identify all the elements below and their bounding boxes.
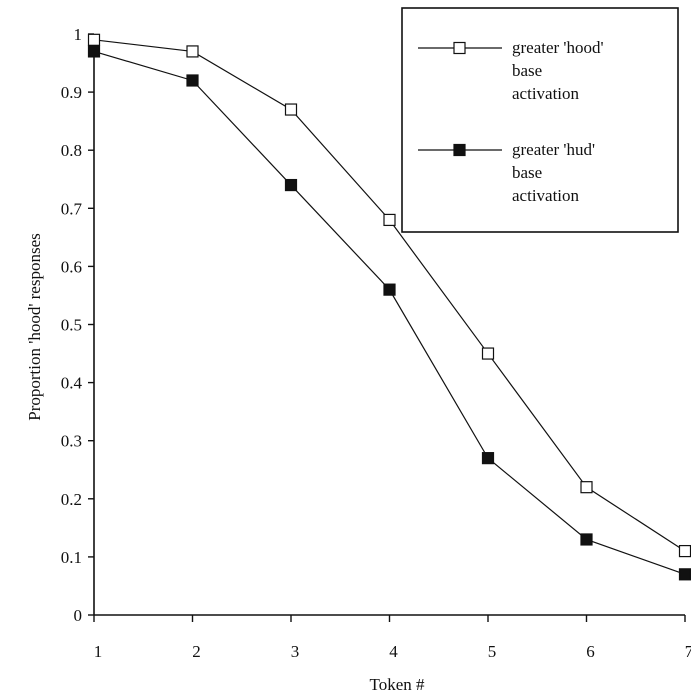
legend-label: base bbox=[512, 61, 542, 80]
legend-marker bbox=[453, 143, 466, 157]
data-point bbox=[580, 481, 593, 494]
x-axis-title: Token # bbox=[370, 675, 425, 693]
legend-label: activation bbox=[512, 84, 580, 103]
legend-label: greater 'hood' bbox=[512, 38, 604, 57]
data-point bbox=[87, 33, 101, 46]
y-tick-label: 0.9 bbox=[61, 83, 82, 102]
y-tick-label: 0.1 bbox=[61, 548, 82, 567]
x-tick-label: 1 bbox=[94, 642, 103, 661]
data-point bbox=[678, 544, 691, 558]
x-tick-label: 4 bbox=[389, 642, 398, 661]
chart-series bbox=[87, 33, 691, 581]
series-2 bbox=[87, 45, 691, 581]
y-tick-label: 1 bbox=[74, 25, 83, 44]
legend-label: greater 'hud' bbox=[512, 140, 595, 159]
data-point bbox=[186, 74, 199, 87]
legend-label: base bbox=[512, 163, 542, 182]
x-tick-label: 7 bbox=[685, 642, 691, 661]
y-tick-label: 0.4 bbox=[61, 374, 83, 393]
data-point bbox=[383, 213, 396, 227]
data-point bbox=[481, 347, 495, 360]
x-tick-label: 6 bbox=[586, 642, 595, 661]
chart-legend: greater 'hood' base activation greater 'hud… bbox=[401, 7, 679, 233]
y-tick-label: 0.6 bbox=[61, 257, 82, 276]
data-point bbox=[186, 45, 199, 58]
y-tick-label: 0 bbox=[74, 606, 83, 625]
x-tick-label: 2 bbox=[192, 642, 201, 661]
series-1 bbox=[87, 33, 691, 558]
y-tick-label: 0.7 bbox=[61, 199, 83, 218]
x-tick-label: 3 bbox=[291, 642, 300, 661]
chart-ticks: 0 0.1 0.2 0.3 0.4 0.5 0.6 0.7 0.8 0.9 1 1 2 3 4 5 6 7 bbox=[61, 25, 691, 661]
y-axis-title: Proportion 'hood' responses bbox=[25, 233, 44, 420]
data-point bbox=[284, 103, 298, 116]
data-point bbox=[383, 283, 396, 296]
data-point bbox=[284, 178, 298, 192]
data-point bbox=[580, 533, 593, 546]
data-point bbox=[87, 45, 101, 58]
y-tick-label: 0.8 bbox=[61, 141, 82, 160]
data-point bbox=[678, 568, 691, 581]
x-tick-label: 5 bbox=[488, 642, 497, 661]
legend-box bbox=[401, 7, 679, 233]
y-tick-label: 0.3 bbox=[61, 432, 82, 451]
legend-marker bbox=[453, 41, 466, 55]
data-point bbox=[481, 452, 495, 465]
y-tick-label: 0.5 bbox=[61, 316, 82, 335]
y-tick-label: 0.2 bbox=[61, 490, 82, 509]
legend-label: activation bbox=[512, 186, 580, 205]
